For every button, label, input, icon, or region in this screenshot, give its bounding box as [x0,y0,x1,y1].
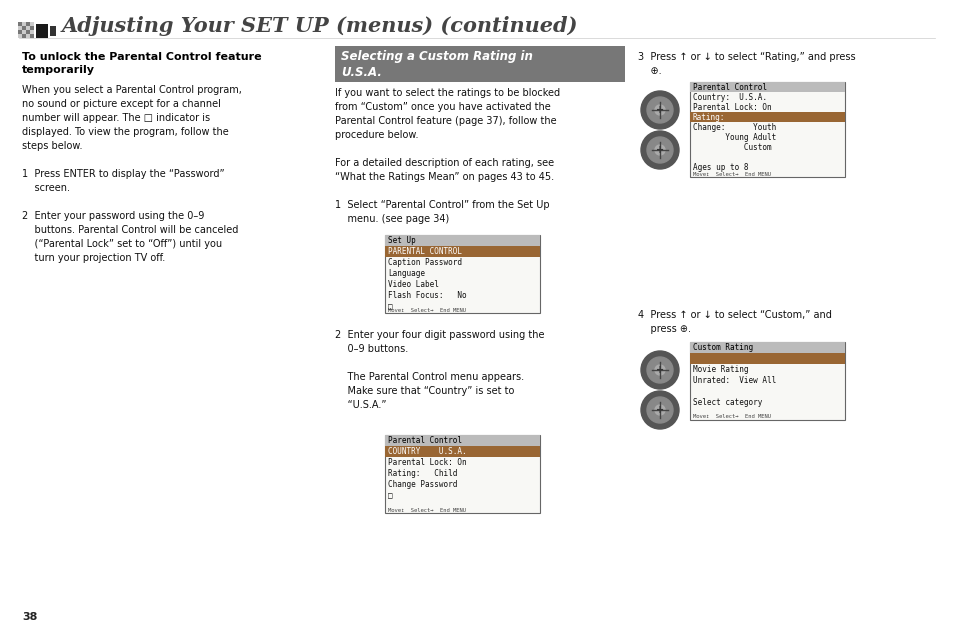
Text: Parental Control: Parental Control [388,436,461,445]
Text: Move↕  Select→  End MENU: Move↕ Select→ End MENU [388,307,465,313]
Circle shape [646,97,672,123]
Circle shape [640,91,679,129]
Bar [18,30,22,34]
Text: Country:  U.S.A.: Country: U.S.A. [692,93,766,101]
Bar [689,342,844,420]
Bar [689,353,844,364]
Text: +: + [656,405,663,415]
Text: Move↕  Select→  End MENU: Move↕ Select→ End MENU [692,415,770,420]
Text: When you select a Parental Control program,
no sound or picture except for a cha: When you select a Parental Control progr… [22,85,242,263]
Text: Custom Rating: Custom Rating [692,343,752,352]
Circle shape [655,105,664,115]
Text: +: + [656,105,663,115]
Text: COUNTRY    U.S.A.: COUNTRY U.S.A. [388,447,466,456]
Bar [385,235,539,313]
Bar [30,30,34,34]
Bar [689,342,844,353]
Text: +: + [656,365,663,375]
Bar [26,34,30,38]
Circle shape [646,397,672,423]
Bar [22,26,26,30]
Bar [689,82,844,92]
Text: temporarily: temporarily [22,65,95,75]
Bar [385,246,539,257]
Text: Video Label: Video Label [388,280,438,289]
Circle shape [640,351,679,389]
Text: Adjusting Your SET UP (menus) (continued): Adjusting Your SET UP (menus) (continued… [62,16,578,36]
Text: 38: 38 [22,612,37,622]
Bar [18,22,22,26]
Bar [50,26,56,36]
Text: Ages up to 8: Ages up to 8 [692,162,748,172]
Text: 4  Press ↑ or ↓ to select “Custom,” and
    press ⊕.: 4 Press ↑ or ↓ to select “Custom,” and p… [638,310,831,334]
Bar [26,30,30,34]
Bar [30,34,34,38]
Bar [18,34,22,38]
Bar [26,22,30,26]
Circle shape [640,131,679,169]
Text: PARENTAL CONTROL: PARENTAL CONTROL [388,247,461,256]
Circle shape [640,391,679,429]
Circle shape [646,137,672,163]
Text: Movie Rating: Movie Rating [692,365,748,374]
Text: To unlock the Parental Control feature: To unlock the Parental Control feature [22,52,261,62]
Bar [36,24,48,38]
Text: Caption Password: Caption Password [388,258,461,267]
Text: Move↕  Select→  End MENU: Move↕ Select→ End MENU [388,507,465,512]
Bar [22,22,26,26]
Text: Parental Control: Parental Control [692,82,766,91]
Text: If you want to select the ratings to be blocked
from “Custom” once you have acti: If you want to select the ratings to be … [335,88,559,224]
Text: 2  Enter your four digit password using the
    0–9 buttons.

    The Parental C: 2 Enter your four digit password using t… [335,330,544,410]
Text: Selecting a Custom Rating in
U.S.A.: Selecting a Custom Rating in U.S.A. [340,50,533,79]
Circle shape [655,145,664,155]
Text: 3  Press ↑ or ↓ to select “Rating,” and press
    ⊕.: 3 Press ↑ or ↓ to select “Rating,” and p… [638,52,855,76]
Text: □: □ [388,491,393,500]
Bar [26,26,30,30]
Text: Young Adult: Young Adult [692,133,776,141]
Text: Language: Language [388,269,424,278]
Bar [385,446,539,457]
Text: Move↕  Select→  End MENU: Move↕ Select→ End MENU [692,172,770,176]
Text: Rating:: Rating: [692,112,724,122]
Bar [385,235,539,246]
Text: Rating:   Child: Rating: Child [388,469,456,478]
Text: Flash Focus:   No: Flash Focus: No [388,291,466,300]
Text: Set Up: Set Up [388,236,416,245]
Bar [689,112,844,122]
Bar [335,46,624,82]
Circle shape [655,365,664,375]
Circle shape [646,357,672,383]
Text: Change Password: Change Password [388,480,456,489]
Circle shape [655,405,664,415]
Text: +: + [656,145,663,155]
Bar [385,435,539,513]
Text: Parental Lock: On: Parental Lock: On [692,103,771,112]
Bar [22,30,26,34]
Bar [689,82,844,177]
Bar [30,22,34,26]
Bar [18,26,22,30]
Bar [22,34,26,38]
Bar [385,435,539,446]
Text: Change:      Youth: Change: Youth [692,122,776,131]
Text: □: □ [388,302,393,311]
Text: Parental Lock: On: Parental Lock: On [388,458,466,467]
Text: Custom: Custom [692,143,771,152]
Bar [30,26,34,30]
Text: Select category: Select category [692,398,761,407]
Text: Unrated:  View All: Unrated: View All [692,376,776,385]
